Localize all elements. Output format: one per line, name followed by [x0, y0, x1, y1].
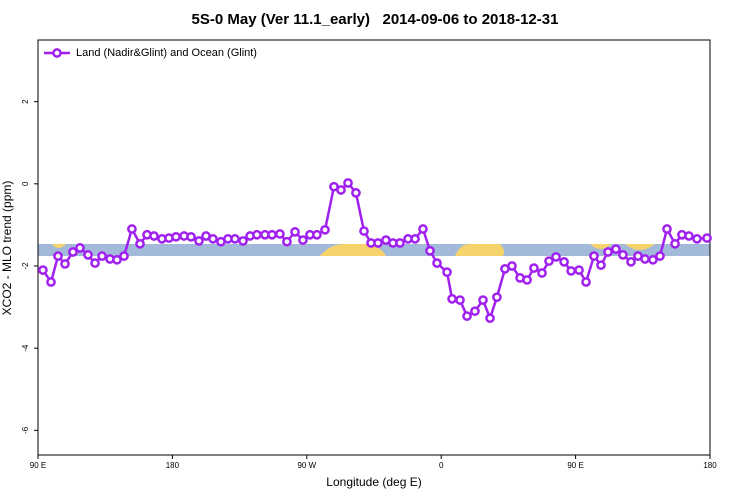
data-point: [692, 234, 702, 244]
data-point: [648, 254, 658, 265]
data-point: [410, 234, 420, 244]
data-point: [60, 259, 70, 269]
data-point: [68, 247, 78, 257]
chart-title: 5S-0 May (Ver 11.1_early) 2014-09-06 to …: [192, 11, 559, 28]
data-point: [462, 311, 472, 321]
data-point: [447, 294, 457, 304]
x-tick-label: 90 E: [567, 461, 583, 470]
data-point: [298, 235, 308, 245]
data-point: [373, 238, 383, 248]
x-tick-label: 180: [703, 461, 717, 470]
data-point: [171, 231, 181, 242]
data-point: [581, 277, 591, 287]
data-point: [135, 238, 145, 249]
data-point: [46, 277, 56, 287]
data-point: [395, 238, 405, 248]
surface-band: [38, 244, 710, 256]
data-point: [603, 247, 613, 257]
data-point: [425, 245, 435, 256]
data-point: [432, 258, 442, 268]
data-point: [529, 263, 539, 273]
x-tick-label: 90 E: [30, 461, 46, 470]
data-point: [574, 265, 584, 275]
x-tick-label: 90 W: [297, 461, 316, 470]
data-point: [618, 250, 628, 260]
data-point: [119, 251, 129, 261]
data-point: [312, 229, 322, 240]
data-point: [75, 243, 85, 253]
data-point: [485, 313, 495, 324]
data-point: [596, 260, 606, 271]
x-tick-label: 180: [166, 461, 180, 470]
data-point: [38, 265, 48, 275]
y-tick-label: -2: [21, 262, 30, 270]
data-point: [53, 251, 63, 261]
data-point: [537, 268, 547, 278]
y-tick-label: 0: [21, 181, 30, 186]
y-tick-label: 2: [21, 99, 30, 104]
data-point: [640, 254, 650, 264]
data-point: [626, 257, 636, 267]
data-point: [418, 224, 428, 234]
data-point: [194, 236, 204, 246]
data-point: [478, 295, 488, 305]
data-point: [684, 231, 694, 241]
data-point: [507, 261, 517, 271]
data-point: [90, 258, 100, 268]
data-point: [455, 295, 465, 305]
data-point: [551, 252, 561, 262]
data-point: [186, 231, 196, 242]
data-point: [97, 251, 107, 261]
y-axis-label: XCO2 - MLO trend (ppm): [0, 181, 14, 316]
data-point: [351, 188, 361, 198]
data-point: [655, 251, 665, 261]
data-point: [470, 306, 480, 317]
data-point: [702, 233, 712, 243]
data-point: [544, 256, 554, 266]
data-point: [290, 227, 300, 237]
data-point: [238, 236, 248, 246]
data-point: [670, 238, 680, 249]
data-point: [112, 254, 122, 265]
legend-marker: [52, 48, 62, 58]
data-point: [230, 234, 240, 244]
data-point: [611, 244, 621, 254]
legend-label: Land (Nadir&Glint) and Ocean (Glint): [76, 47, 257, 59]
data-point: [492, 292, 502, 303]
data-point: [589, 251, 599, 261]
data-point: [149, 231, 159, 241]
data-point: [320, 224, 330, 235]
data-point: [343, 178, 353, 188]
data-point: [522, 275, 532, 285]
data-point: [275, 229, 285, 239]
data-point: [336, 185, 346, 195]
data-point: [559, 257, 569, 267]
data-point: [359, 226, 369, 236]
data-point: [566, 266, 576, 276]
y-tick-label: -6: [21, 426, 30, 434]
data-point: [662, 224, 672, 234]
x-axis-label: Longitude (deg E): [326, 475, 421, 489]
y-tick-label: -4: [21, 344, 30, 352]
x-tick-label: 0: [439, 461, 444, 470]
plot-frame: [37, 39, 711, 456]
data-point: [208, 234, 218, 244]
data-point: [267, 229, 277, 240]
data-point: [252, 229, 262, 240]
data-point: [83, 250, 93, 260]
data-point: [127, 224, 137, 234]
data-point: [442, 267, 452, 278]
data-point: [282, 236, 292, 247]
